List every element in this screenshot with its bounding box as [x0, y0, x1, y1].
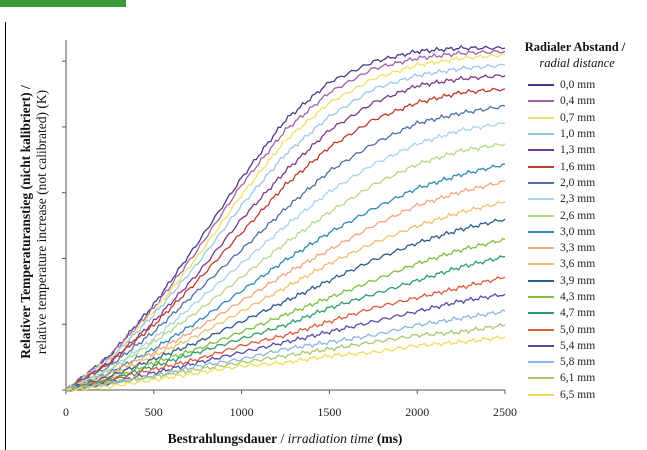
series-line: [65, 63, 506, 391]
legend-swatch: [528, 296, 554, 298]
legend-label: 2,0 mm: [560, 176, 596, 189]
x-tick-labels: 0 500 1000 1500 2000 2500: [63, 390, 517, 419]
frame-border: [5, 22, 6, 450]
x-tick-label: 0: [63, 405, 69, 419]
series-line: [65, 293, 506, 392]
legend-label: 2,3 mm: [560, 193, 596, 206]
legend-swatch: [528, 149, 554, 152]
legend-title: Radialer Abstand /: [524, 40, 626, 54]
legend-label: 0,4 mm: [560, 95, 596, 108]
legend-item: 1,6 mm: [512, 158, 642, 174]
series-line: [65, 142, 506, 391]
legend-label: 1,0 mm: [560, 128, 596, 141]
legend-label: 4,3 mm: [560, 291, 596, 303]
series-line: [65, 53, 506, 391]
legend-swatch: [528, 116, 554, 119]
legend-swatch: [528, 263, 554, 266]
legend-label: 3,9 mm: [560, 274, 596, 287]
legend-swatch: [528, 165, 554, 168]
legend-subtitle: radial distance: [539, 56, 615, 70]
legend-item: 0,4 mm: [512, 93, 642, 109]
legend-item: 4,3 mm: [512, 289, 642, 305]
y-axis-title-line2: relative temperature increase (not calib…: [34, 90, 49, 354]
x-tick-label: 2500: [493, 405, 517, 419]
legend-item: 1,0 mm: [512, 126, 642, 142]
legend-item: 2,6 mm: [512, 207, 642, 223]
series-line: [65, 49, 506, 391]
series-line: [65, 44, 506, 391]
series-line: [65, 104, 506, 391]
legend-item: 3,9 mm: [512, 273, 642, 289]
legend-label: 0,7 mm: [560, 111, 596, 124]
legend-swatch: [528, 361, 554, 364]
legend-label: 2,6 mm: [560, 209, 596, 222]
legend-item: 4,7 mm: [512, 305, 642, 321]
legend-swatch: [528, 279, 554, 282]
y-axis-title-line1: Relativer Temperaturanstieg (nicht kalib…: [18, 85, 33, 359]
legend-item: 2,0 mm: [512, 175, 642, 191]
legend-label: 1,6 mm: [560, 160, 596, 173]
legend-item: 3,6 mm: [512, 256, 642, 272]
legend-swatch: [528, 230, 554, 233]
x-tick-label: 2000: [405, 405, 429, 419]
legend-item: 5,8 mm: [512, 354, 642, 370]
series-line: [65, 218, 506, 391]
legend-swatch: [528, 377, 554, 380]
legend-swatch: [528, 133, 554, 136]
x-tick-label: 500: [145, 405, 163, 419]
legend-item: 1,3 mm: [512, 142, 642, 158]
legend-label: 3,6 mm: [560, 258, 596, 271]
legend-swatch: [528, 198, 554, 201]
legend-label: 5,4 mm: [560, 339, 596, 352]
corner-tag: [0, 0, 126, 7]
x-tick-label: 1000: [230, 405, 254, 419]
series-line: [65, 163, 506, 392]
series-line: [65, 180, 506, 391]
legend-swatch: [528, 393, 554, 396]
series-line: [65, 201, 506, 391]
legend-label: 6,1 mm: [560, 372, 596, 385]
series-line: [65, 335, 506, 393]
series-line: [65, 74, 506, 391]
series-line: [65, 122, 506, 391]
legend-item: 2,3 mm: [512, 191, 642, 207]
x-tick-label: 1500: [317, 405, 341, 419]
series-layer: [65, 44, 506, 393]
legend-swatch: [528, 181, 554, 184]
legend-swatch: [528, 214, 554, 217]
legend-swatch: [528, 344, 554, 347]
legend-item: 6,5 mm: [512, 387, 642, 403]
legend-item: 5,0 mm: [512, 321, 642, 337]
axes: [62, 40, 505, 391]
legend-item: 3,0 mm: [512, 224, 642, 240]
legend-label: 3,3 mm: [560, 242, 596, 255]
legend-item: 3,3 mm: [512, 240, 642, 256]
legend-label: 6,5 mm: [560, 388, 596, 401]
legend-item: 0,0 mm: [512, 77, 642, 93]
legend-item: 6,1 mm: [512, 370, 642, 386]
series-line: [65, 322, 506, 392]
y-axis-title-group: Relativer Temperaturanstieg (nicht kalib…: [18, 85, 49, 359]
legend-label: 5,0 mm: [560, 323, 596, 336]
legend-label: 3,0 mm: [560, 225, 596, 238]
legend-swatch: [528, 312, 554, 315]
legend-items: 0,0 mm 0,4 mm 0,7 mm 1,0 mm 1,3 mm 1,6 mm 2,0 …: [512, 77, 642, 403]
legend-label: 0,0 mm: [560, 79, 596, 92]
legend: Radialer Abstand / radial distance 0,0 m…: [512, 40, 642, 403]
legend-label: 4,7 mm: [560, 307, 596, 320]
legend-item: 0,7 mm: [512, 110, 642, 126]
legend-label: 5,8 mm: [560, 356, 596, 369]
series-line: [65, 255, 506, 391]
x-axis-title: Bestrahlungsdauer / irradiation time (ms…: [168, 431, 403, 446]
legend-swatch: [528, 328, 554, 331]
legend-item: 5,4 mm: [512, 338, 642, 354]
series-line: [65, 87, 506, 391]
legend-label: 1,3 mm: [560, 144, 596, 157]
legend-swatch: [528, 84, 554, 87]
series-line: [65, 308, 506, 393]
legend-swatch: [528, 100, 554, 103]
series-line: [65, 237, 506, 392]
legend-swatch: [528, 247, 554, 250]
